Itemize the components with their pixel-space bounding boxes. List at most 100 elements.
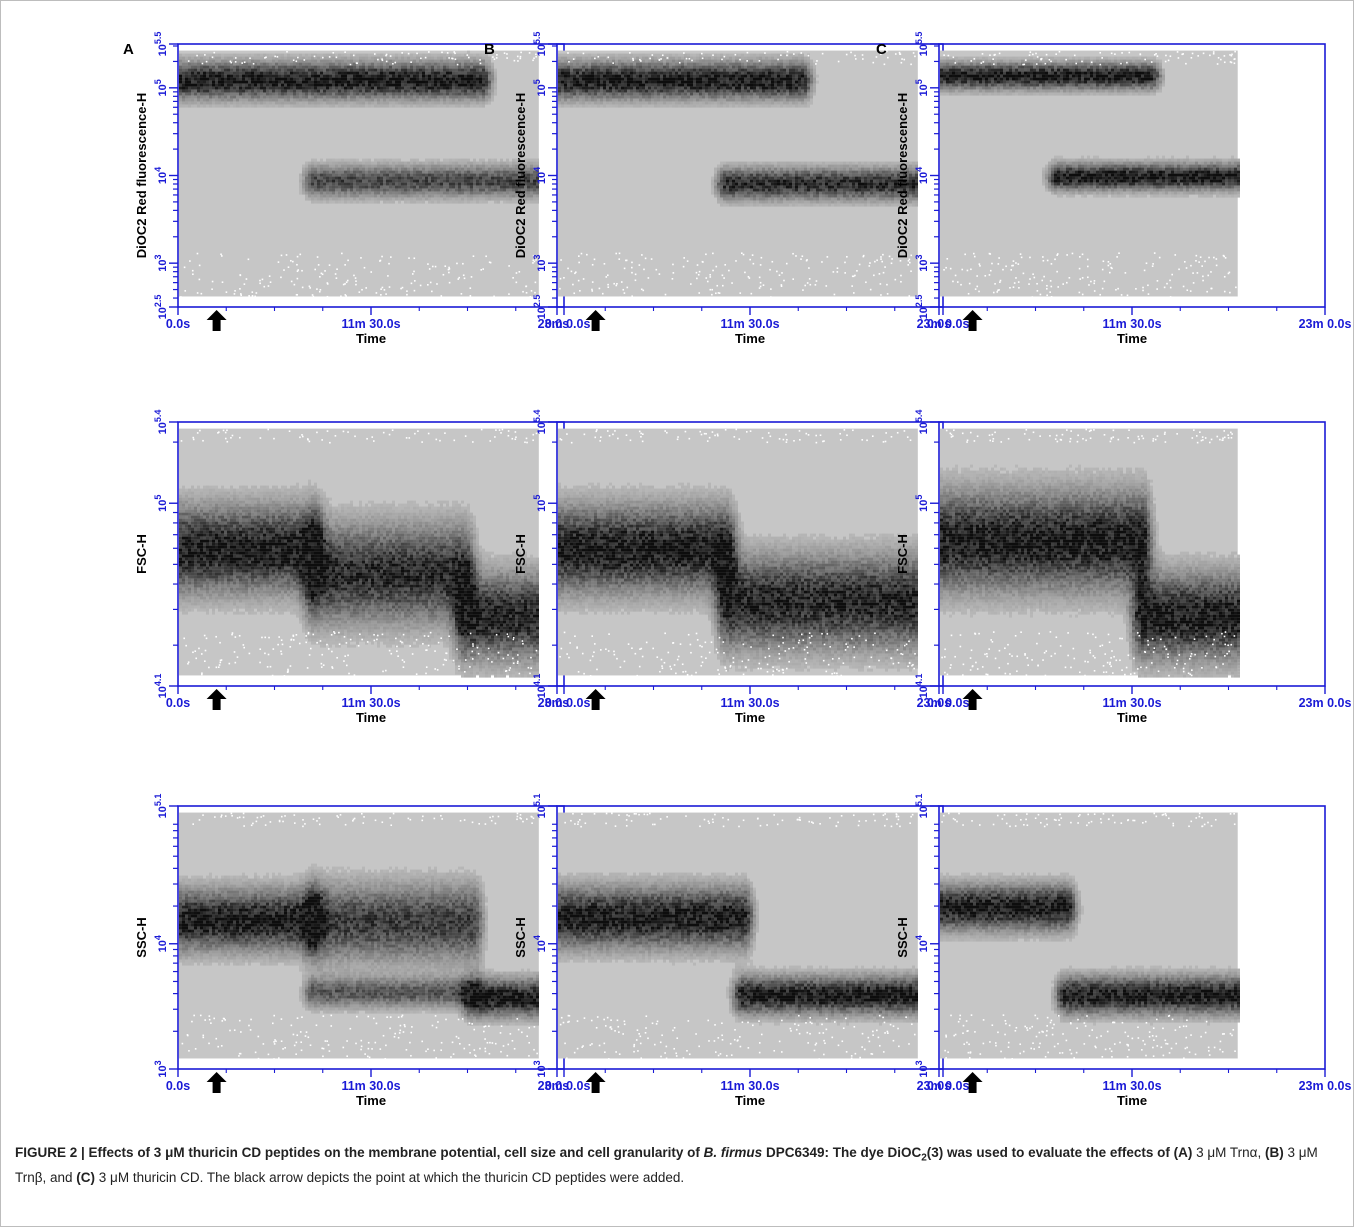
y-tick-label: 104	[153, 167, 169, 184]
x-axis: 0.0s 11m 30.0s 23m 0.0s	[545, 1069, 970, 1093]
caption-species: B. firmus	[704, 1145, 763, 1160]
y-axis-label: DiOC2 Red fluorescence-H	[895, 93, 910, 258]
y-tick-label: 104	[153, 935, 169, 952]
density-cells	[558, 812, 918, 1060]
y-tick-label: 103	[532, 255, 548, 272]
x-tick-label: 0.0s	[166, 1079, 190, 1093]
y-tick-label: 105	[532, 495, 548, 512]
chart-c-fsc-h: 104.1 105 105.4 0.0s 11m 30.0s 23m 0.0s Time FS…	[895, 410, 1351, 725]
x-tick-label: 23m 0.0s	[538, 696, 591, 710]
y-axis-label: DiOC2 Red fluorescence-H	[134, 93, 149, 258]
y-tick-label: 105	[532, 79, 548, 96]
y-tick-label: 104	[914, 935, 930, 952]
addition-arrow-icon	[962, 1072, 983, 1093]
density-cells	[940, 812, 1240, 1060]
x-tick-label: 0.0s	[545, 317, 569, 331]
y-tick-label: 104.1	[914, 674, 930, 699]
caption-label: FIGURE 2 |	[15, 1145, 89, 1160]
x-axis: 0.0s 11m 30.0s 23m 0.0s	[166, 307, 591, 331]
panel-letter: C	[876, 41, 887, 58]
x-tick-label: 0.0s	[166, 317, 190, 331]
addition-arrow-icon	[206, 689, 227, 710]
addition-arrow-icon	[206, 310, 227, 331]
x-tick-label: 23m 0.0s	[1299, 317, 1352, 331]
y-axis: 104.1 105 105.4	[914, 410, 939, 699]
y-tick-label: 104	[532, 935, 548, 952]
chart-b-ssc-h: 103 104 105.1 0.0s 11m 30.0s 23m 0.0s Time SSC-…	[513, 794, 969, 1108]
x-tick-label: 0.0s	[927, 696, 951, 710]
y-tick-label: 103	[914, 1060, 930, 1077]
x-tick-label: 23m 0.0s	[1299, 696, 1352, 710]
y-axis-label: SSC-H	[513, 917, 528, 957]
panel-letter: B	[484, 41, 495, 58]
x-tick-label: 0.0s	[545, 1079, 569, 1093]
y-axis: 103 104 105.1	[532, 794, 557, 1078]
caption-text-c: 3 μM thuricin CD. The black arrow depict…	[95, 1170, 684, 1185]
y-tick-label: 105	[153, 79, 169, 96]
x-tick-label: 23m 0.0s	[538, 317, 591, 331]
y-axis-label: FSC-H	[134, 534, 149, 574]
x-axis: 0.0s 11m 30.0s 23m 0.0s	[927, 1069, 1351, 1093]
density-cells	[179, 812, 539, 1060]
addition-arrow-icon	[585, 689, 606, 710]
density-cells	[179, 428, 539, 678]
chart-a-fsc-h: 104.1 105 105.4 0.0s 11m 30.0s 23m 0.0s Time FS…	[134, 410, 590, 725]
x-axis-label: Time	[735, 331, 765, 346]
x-axis-label: Time	[1117, 331, 1147, 346]
y-tick-label: 103	[532, 1060, 548, 1077]
y-tick-label: 102.5	[532, 295, 548, 320]
y-tick-label: 105.4	[914, 410, 930, 435]
y-axis-label: SSC-H	[134, 917, 149, 957]
y-axis-label: DiOC2 Red fluorescence-H	[513, 93, 528, 258]
chart-a-dioc2-red-fluorescence-h: 102.5 103 104 105 105.5 0.0s 11m 30.0s 23m 0.0s…	[123, 32, 590, 346]
x-tick-label: 23m 0.0s	[538, 1079, 591, 1093]
y-axis-label: FSC-H	[895, 534, 910, 574]
addition-arrow-icon	[962, 310, 983, 331]
x-tick-label: 11m 30.0s	[1102, 696, 1161, 710]
y-tick-label: 103	[914, 255, 930, 272]
caption-lead: Effects of 3 μM thuricin CD peptides on …	[89, 1145, 704, 1160]
y-axis-label: SSC-H	[895, 917, 910, 957]
y-tick-label: 104.1	[532, 674, 548, 699]
y-tick-label: 105.5	[153, 32, 169, 57]
y-tick-label: 104	[914, 167, 930, 184]
y-axis: 103 104 105.1	[914, 794, 939, 1078]
x-axis: 0.0s 11m 30.0s 23m 0.0s	[166, 686, 591, 710]
x-axis-label: Time	[356, 1093, 386, 1108]
x-axis-label: Time	[356, 331, 386, 346]
x-tick-label: 11m 30.0s	[720, 1079, 779, 1093]
y-tick-label: 105.1	[914, 794, 930, 819]
caption-sub: 2	[921, 1153, 927, 1164]
addition-arrow-icon	[585, 1072, 606, 1093]
x-tick-label: 11m 30.0s	[1102, 317, 1161, 331]
x-tick-label: 0.0s	[927, 317, 951, 331]
density-cells	[940, 50, 1240, 299]
y-tick-label: 105.4	[532, 410, 548, 435]
x-tick-label: 0.0s	[927, 1079, 951, 1093]
addition-arrow-icon	[206, 1072, 227, 1093]
y-axis: 102.5 103 104 105 105.5	[532, 32, 557, 320]
density-cells	[179, 50, 539, 298]
chart-c-dioc2-red-fluorescence-h: 102.5 103 104 105 105.5 0.0s 11m 30.0s 23m 0.0s…	[876, 32, 1351, 346]
chart-c-ssc-h: 103 104 105.1 0.0s 11m 30.0s 23m 0.0s Time SSC-…	[895, 794, 1351, 1108]
y-tick-label: 104	[532, 167, 548, 184]
caption-text-b: 3 μM Trnβ, and	[15, 1145, 1318, 1185]
density-cells	[558, 428, 918, 677]
addition-arrow-icon	[585, 310, 606, 331]
y-axis: 102.5 103 104 105 105.5	[153, 32, 178, 319]
x-tick-label: 11m 30.0s	[720, 696, 779, 710]
x-axis-label: Time	[1117, 1093, 1147, 1108]
x-tick-label: 11m 30.0s	[1102, 1079, 1161, 1093]
caption-ref-b: (B)	[1265, 1145, 1284, 1160]
chart-b-dioc2-red-fluorescence-h: 102.5 103 104 105 105.5 0.0s 11m 30.0s 23m 0.0s…	[484, 32, 969, 346]
y-tick-label: 105.1	[153, 794, 169, 819]
y-tick-label: 105.5	[914, 32, 930, 57]
x-tick-label: 23m 0.0s	[917, 1079, 970, 1093]
y-tick-label: 105	[153, 495, 169, 512]
x-tick-label: 23m 0.0s	[917, 696, 970, 710]
chart-a-ssc-h: 103 104 105.1 0.0s 11m 30.0s 23m 0.0s Time SSC-…	[134, 794, 590, 1108]
caption-ref-c: (C)	[76, 1170, 95, 1185]
x-axis: 0.0s 11m 30.0s 23m 0.0s	[927, 307, 1352, 331]
density-cells	[558, 50, 918, 299]
